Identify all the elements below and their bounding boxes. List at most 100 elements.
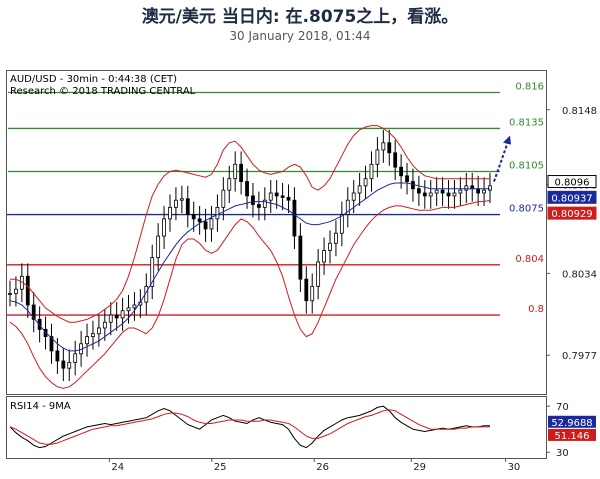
candle — [464, 172, 469, 204]
level-label-1: 0.8135 — [509, 117, 544, 128]
candle — [262, 187, 267, 221]
level-label-4: 0.804 — [515, 254, 544, 265]
candle — [422, 180, 427, 209]
candle — [316, 249, 321, 300]
rsi-panel — [6, 396, 547, 459]
candle — [221, 177, 226, 221]
rsi-line-1 — [9, 409, 490, 445]
candle — [298, 223, 303, 293]
candle — [381, 129, 386, 163]
candle — [102, 309, 107, 341]
candle — [256, 191, 261, 221]
rsi-label: RSI14 - 9MA — [10, 401, 71, 412]
rsi-tick-label-0: 70 — [556, 402, 569, 413]
candle — [31, 292, 36, 333]
candle — [126, 294, 131, 324]
candle — [227, 165, 232, 204]
candle — [185, 185, 190, 228]
candle — [488, 172, 492, 204]
price-badge-1: 0.80937 — [547, 190, 597, 204]
candle — [67, 349, 72, 382]
candle — [73, 340, 78, 376]
publish-date: 30 January 2018, 01:44 — [229, 29, 371, 43]
candle — [174, 187, 178, 221]
candle — [91, 320, 95, 350]
candle — [428, 180, 433, 209]
candle — [339, 201, 344, 247]
candle — [179, 185, 184, 214]
candle — [452, 180, 457, 209]
candle — [61, 348, 66, 382]
candle — [393, 139, 398, 181]
svg-text:0.80929: 0.80929 — [551, 209, 592, 220]
y-tick-label-0: 0.8148 — [562, 106, 597, 117]
candle — [132, 292, 137, 321]
candle — [49, 323, 54, 364]
candle — [405, 162, 409, 195]
candle — [245, 168, 249, 209]
candle — [434, 177, 439, 206]
candle — [416, 175, 421, 206]
candle — [345, 187, 350, 228]
candle — [14, 276, 18, 307]
candle — [280, 182, 285, 211]
rsi-tick-label-1: 30 — [556, 448, 569, 459]
y-tick-label-2: 0.8034 — [562, 269, 597, 280]
candle — [156, 223, 161, 271]
price-badge-0: 0.8096 — [547, 175, 597, 189]
level-label-3: 0.8075 — [509, 204, 544, 215]
candle — [150, 244, 155, 300]
candle — [85, 323, 89, 357]
x-tick-label-3: 29 — [413, 462, 426, 473]
overlay-line-2 — [9, 182, 490, 352]
candle — [191, 201, 196, 232]
trend-arrow — [493, 135, 511, 182]
svg-text:0.80937: 0.80937 — [551, 193, 592, 204]
svg-text:0.8096: 0.8096 — [555, 178, 590, 189]
rsi-badge-0: 52.9688 — [548, 415, 596, 429]
candle — [440, 177, 445, 206]
level-label-2: 0.8105 — [509, 160, 544, 171]
rsi-badge-1: 51.146 — [548, 428, 596, 442]
candle — [286, 184, 291, 214]
candle — [108, 302, 113, 336]
x-tick-label-1: 25 — [214, 462, 227, 473]
candle — [369, 151, 374, 192]
candle — [458, 177, 463, 206]
candle — [322, 237, 326, 275]
candle — [357, 172, 362, 206]
x-tick-label-2: 26 — [316, 462, 329, 473]
candle — [168, 194, 172, 232]
y-tick-label-3: 0.7977 — [562, 351, 597, 362]
candle — [43, 316, 48, 350]
candle — [310, 273, 315, 314]
level-label-0: 0.816 — [515, 82, 544, 93]
candle — [162, 205, 166, 250]
candle — [120, 297, 125, 331]
x-tick-label-4: 30 — [508, 462, 521, 473]
page-title: 澳元/美元 当日内: 在.8075之上，看涨。 — [141, 7, 459, 27]
overlay-line-1 — [9, 199, 491, 389]
level-label-5: 0.8 — [528, 304, 544, 315]
candle — [292, 187, 297, 250]
candle — [375, 137, 380, 178]
candle — [8, 280, 12, 307]
candle — [233, 151, 238, 192]
candle — [387, 129, 392, 166]
candle — [215, 194, 220, 232]
candle — [334, 220, 338, 257]
candle — [268, 180, 273, 214]
svg-text:51.146: 51.146 — [555, 431, 590, 442]
candle — [25, 263, 30, 318]
price-badge-2: 0.80929 — [547, 206, 597, 220]
candle — [363, 165, 368, 199]
candle — [197, 205, 202, 235]
price-panel — [6, 70, 547, 395]
rsi-line-0 — [9, 405, 490, 449]
candle — [304, 266, 309, 314]
candle — [328, 230, 332, 264]
svg-text:52.9688: 52.9688 — [551, 418, 592, 429]
instrument-label: AUD/USD - 30min - 0:44:38 (CET) — [10, 74, 177, 85]
x-tick-label-0: 24 — [111, 462, 124, 473]
